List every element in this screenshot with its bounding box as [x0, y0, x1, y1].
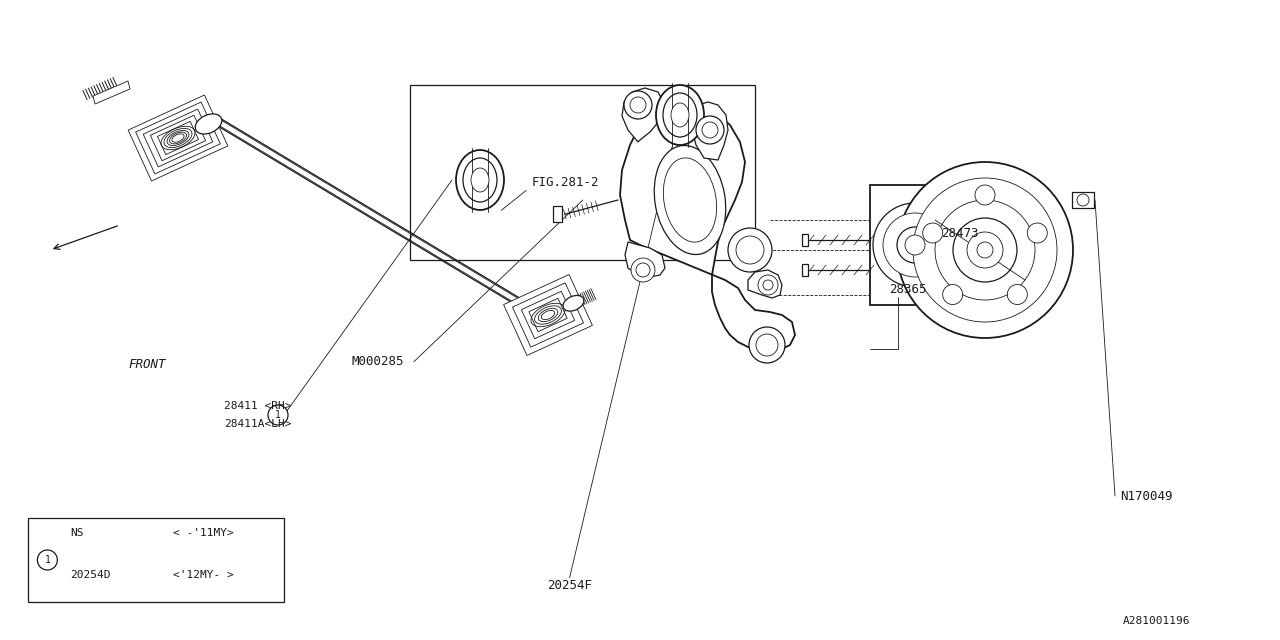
Text: < -'11MY>: < -'11MY>	[173, 528, 234, 538]
Polygon shape	[803, 264, 808, 276]
Ellipse shape	[657, 85, 704, 145]
Circle shape	[975, 185, 995, 205]
Ellipse shape	[463, 158, 497, 202]
Polygon shape	[1073, 192, 1094, 208]
Ellipse shape	[196, 114, 221, 134]
Circle shape	[268, 405, 288, 425]
Circle shape	[1076, 194, 1089, 206]
Circle shape	[631, 258, 655, 282]
Circle shape	[905, 235, 925, 255]
Text: 28411 <RH>: 28411 <RH>	[224, 401, 292, 412]
Circle shape	[1007, 285, 1028, 305]
Circle shape	[636, 263, 650, 277]
Circle shape	[758, 275, 778, 295]
Text: 1: 1	[45, 555, 50, 565]
Circle shape	[897, 227, 933, 263]
Text: <'12MY- >: <'12MY- >	[173, 570, 234, 580]
Circle shape	[701, 122, 718, 138]
Polygon shape	[157, 122, 198, 155]
Circle shape	[977, 242, 993, 258]
Ellipse shape	[456, 150, 504, 210]
Circle shape	[37, 550, 58, 570]
Circle shape	[625, 91, 652, 119]
Polygon shape	[128, 95, 228, 181]
Text: A281001196: A281001196	[1123, 616, 1190, 626]
Text: M000285: M000285	[352, 355, 404, 368]
Circle shape	[756, 334, 778, 356]
Bar	[410, 85, 755, 260]
Ellipse shape	[563, 296, 584, 311]
Circle shape	[913, 178, 1057, 322]
Polygon shape	[143, 109, 212, 167]
Polygon shape	[803, 234, 808, 246]
Circle shape	[966, 232, 1004, 268]
Polygon shape	[692, 102, 728, 160]
Circle shape	[728, 228, 772, 272]
Polygon shape	[93, 81, 131, 104]
Polygon shape	[625, 242, 666, 277]
Circle shape	[923, 223, 942, 243]
Circle shape	[897, 162, 1073, 338]
Polygon shape	[553, 206, 562, 222]
Ellipse shape	[671, 103, 689, 127]
Circle shape	[873, 203, 957, 287]
Text: NS: NS	[70, 528, 84, 538]
Circle shape	[696, 116, 724, 144]
Polygon shape	[521, 291, 575, 339]
Circle shape	[749, 327, 785, 363]
Circle shape	[934, 200, 1036, 300]
Ellipse shape	[663, 93, 698, 137]
Polygon shape	[503, 275, 593, 355]
Text: FIG.281-2: FIG.281-2	[531, 176, 599, 189]
Polygon shape	[622, 88, 666, 142]
Text: 28365: 28365	[890, 283, 927, 296]
Text: N170049: N170049	[1120, 490, 1172, 502]
Text: 28473: 28473	[941, 227, 978, 240]
Circle shape	[954, 218, 1018, 282]
Polygon shape	[136, 102, 220, 174]
Polygon shape	[748, 270, 782, 298]
Text: 20254F: 20254F	[547, 579, 593, 592]
Text: 20254D: 20254D	[70, 570, 111, 580]
Ellipse shape	[471, 168, 489, 192]
Circle shape	[942, 285, 963, 305]
Circle shape	[883, 213, 947, 277]
Text: 28411A<LH>: 28411A<LH>	[224, 419, 292, 429]
Text: 1: 1	[275, 410, 280, 420]
Polygon shape	[529, 298, 567, 332]
Circle shape	[736, 236, 764, 264]
Bar	[870, 185, 960, 305]
Polygon shape	[512, 283, 584, 347]
Circle shape	[630, 97, 646, 113]
Ellipse shape	[654, 145, 726, 255]
Circle shape	[763, 280, 773, 290]
Bar	[28, 518, 284, 602]
Polygon shape	[620, 102, 795, 352]
Polygon shape	[150, 115, 206, 161]
Circle shape	[1028, 223, 1047, 243]
Text: FRONT: FRONT	[128, 358, 165, 371]
